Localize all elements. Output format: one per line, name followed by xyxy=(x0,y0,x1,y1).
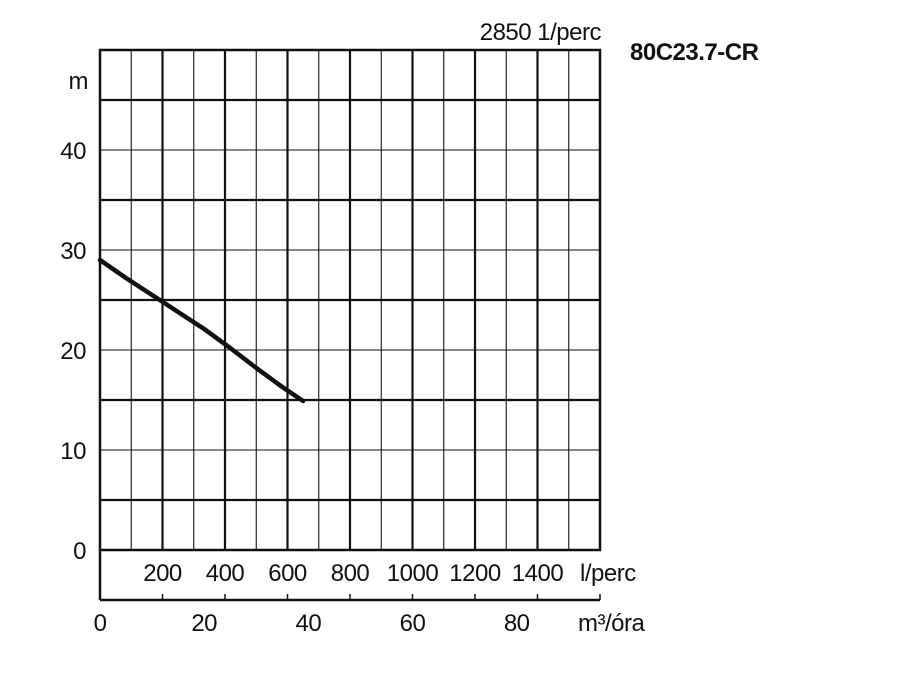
x-tick-labels-lpm: 200 400 600 800 1000 1200 1400 xyxy=(143,560,564,587)
grid-lines xyxy=(100,50,600,550)
x-tick-label-lpm: 200 xyxy=(143,560,182,587)
y-tick-label: 40 xyxy=(60,138,86,165)
x-tick-label-lpm: 1200 xyxy=(449,560,501,587)
y-axis-label: m xyxy=(69,68,89,95)
axis-frame xyxy=(98,48,602,602)
x-tick-label-lpm: 1000 xyxy=(387,560,439,587)
y-tick-label: 0 xyxy=(73,538,86,565)
y-tick-label: 20 xyxy=(60,338,86,365)
x-tick-label-m3h: 60 xyxy=(400,610,426,637)
x-tick-label-m3h: 40 xyxy=(295,610,321,637)
x-tick-label-m3h: 80 xyxy=(504,610,530,637)
x-tick-label-m3h: 0 xyxy=(94,610,107,637)
x-tick-label-lpm: 600 xyxy=(268,560,307,587)
y-tick-label: 10 xyxy=(60,438,86,465)
x-tick-label-lpm: 400 xyxy=(206,560,245,587)
x-secondary-unit-label: l/perc xyxy=(580,560,636,587)
x-tick-labels-m3h: 0 20 40 60 80 xyxy=(94,610,531,637)
plot-frame xyxy=(98,48,602,552)
y-tick-label: 30 xyxy=(60,238,86,265)
pump-curve-line xyxy=(97,257,306,404)
chart-title: 80C23.7-CR xyxy=(630,39,759,66)
x-tick-label-lpm: 800 xyxy=(331,560,370,587)
x-tick-label-m3h: 20 xyxy=(191,610,217,637)
speed-label: 2850 1/perc xyxy=(480,19,602,46)
x-tick-label-lpm: 1400 xyxy=(512,560,564,587)
y-tick-labels: 0 10 20 30 40 xyxy=(60,138,86,565)
x-primary-unit-label: m³/óra xyxy=(578,610,645,637)
